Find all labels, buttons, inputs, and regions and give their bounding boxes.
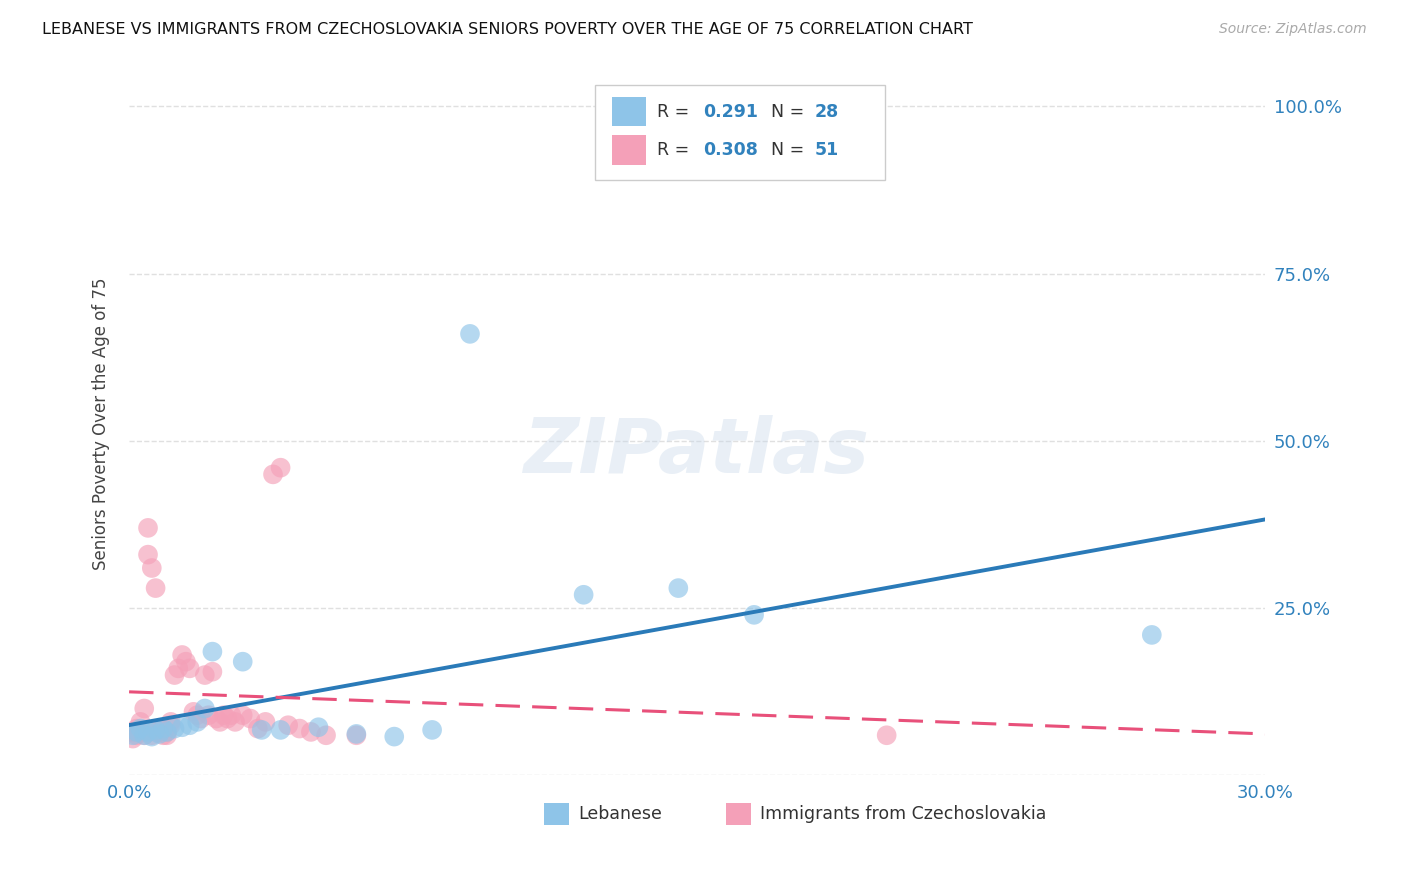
Point: [288, 722, 311, 736]
Point: [666, 581, 689, 595]
Point: [148, 722, 170, 736]
Point: [201, 665, 224, 679]
Point: [197, 708, 219, 723]
Point: [125, 722, 148, 736]
Point: [217, 712, 239, 726]
Point: [458, 326, 481, 341]
Point: [136, 548, 159, 562]
Point: [125, 728, 148, 742]
Point: [308, 720, 330, 734]
Text: R =: R =: [658, 103, 695, 120]
Text: 0.308: 0.308: [703, 141, 758, 160]
Point: [129, 725, 152, 739]
Point: [224, 714, 246, 729]
Point: [145, 723, 167, 737]
Text: 28: 28: [814, 103, 838, 120]
Point: [239, 712, 262, 726]
FancyBboxPatch shape: [595, 85, 884, 180]
Point: [277, 718, 299, 732]
Point: [572, 588, 595, 602]
Point: [270, 723, 292, 737]
Point: [145, 725, 167, 739]
Point: [163, 668, 186, 682]
Point: [315, 728, 337, 742]
Point: [152, 728, 174, 742]
Text: ZIPatlas: ZIPatlas: [524, 416, 870, 490]
Point: [194, 668, 217, 682]
Point: [262, 467, 284, 482]
Point: [179, 661, 201, 675]
Point: [212, 708, 235, 723]
Point: [221, 708, 243, 723]
Point: [1140, 628, 1163, 642]
Point: [129, 722, 152, 736]
Point: [159, 718, 181, 732]
Text: N =: N =: [770, 141, 810, 160]
Point: [134, 728, 156, 742]
Point: [136, 725, 159, 739]
Point: [205, 712, 228, 726]
FancyBboxPatch shape: [544, 804, 569, 824]
Point: [152, 722, 174, 736]
Point: [194, 701, 217, 715]
Point: [246, 722, 269, 736]
Point: [122, 725, 145, 739]
Text: LEBANESE VS IMMIGRANTS FROM CZECHOSLOVAKIA SENIORS POVERTY OVER THE AGE OF 75 CO: LEBANESE VS IMMIGRANTS FROM CZECHOSLOVAK…: [42, 22, 973, 37]
Point: [141, 728, 163, 742]
Point: [420, 723, 443, 737]
Point: [174, 655, 197, 669]
Text: 0.291: 0.291: [703, 103, 758, 120]
Point: [382, 730, 405, 744]
FancyBboxPatch shape: [612, 97, 647, 127]
Point: [186, 714, 208, 729]
Point: [156, 725, 179, 739]
Text: Source: ZipAtlas.com: Source: ZipAtlas.com: [1219, 22, 1367, 37]
Point: [145, 581, 167, 595]
Point: [125, 725, 148, 739]
Point: [163, 722, 186, 736]
FancyBboxPatch shape: [612, 136, 647, 165]
Point: [172, 720, 194, 734]
Point: [299, 725, 322, 739]
Point: [344, 728, 367, 742]
Point: [152, 722, 174, 736]
Point: [136, 521, 159, 535]
Point: [876, 728, 898, 742]
Text: R =: R =: [658, 141, 695, 160]
FancyBboxPatch shape: [725, 804, 751, 824]
Text: Immigrants from Czechoslovakia: Immigrants from Czechoslovakia: [759, 805, 1046, 823]
Point: [122, 728, 145, 742]
Point: [183, 705, 205, 719]
Point: [167, 661, 190, 675]
Point: [232, 655, 254, 669]
Point: [172, 648, 194, 662]
Point: [129, 714, 152, 729]
Point: [134, 728, 156, 742]
Point: [141, 730, 163, 744]
Point: [159, 714, 181, 729]
Point: [232, 708, 254, 723]
Point: [156, 728, 179, 742]
Point: [122, 731, 145, 746]
Point: [179, 718, 201, 732]
Point: [186, 708, 208, 723]
Point: [201, 645, 224, 659]
Point: [141, 561, 163, 575]
Point: [156, 725, 179, 739]
Y-axis label: Seniors Poverty Over the Age of 75: Seniors Poverty Over the Age of 75: [93, 278, 110, 571]
Point: [134, 701, 156, 715]
Point: [254, 714, 277, 729]
Point: [270, 460, 292, 475]
Point: [190, 712, 212, 726]
Point: [208, 714, 231, 729]
Point: [148, 727, 170, 741]
Point: [148, 725, 170, 739]
Text: N =: N =: [770, 103, 810, 120]
Text: 51: 51: [814, 141, 838, 160]
Point: [742, 607, 765, 622]
Point: [344, 727, 367, 741]
Text: Lebanese: Lebanese: [578, 805, 662, 823]
Point: [250, 723, 273, 737]
